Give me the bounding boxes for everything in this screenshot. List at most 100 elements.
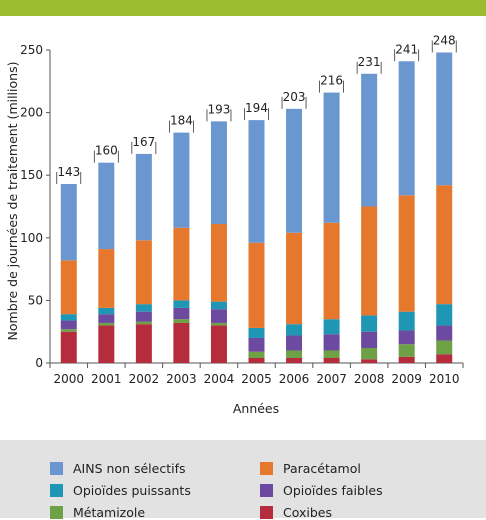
total-data-label: 248 [433,34,456,48]
legend: AINS non sélectifs Paracétamol Opioïdes … [0,440,486,520]
y-axis-title: Nombre de journées de traitement (millio… [5,62,20,341]
legend-label-metamizole: Métamizole [73,504,146,520]
bar-segment [398,330,415,345]
bar-segment [323,357,340,363]
y-tick-label: 50 [28,293,43,307]
total-data-label: 194 [245,101,268,115]
chart-axes: 0 50 100 150 200 250 [20,43,464,370]
legend-swatch-paracetamol [260,461,273,475]
bar-segment [286,350,303,358]
total-data-label: 143 [57,165,80,179]
bar-segment [286,335,303,351]
bar-segment [436,185,453,305]
legend-swatch-opioides-puissants [50,483,63,497]
legend-swatch-metamizole [50,505,63,519]
bar-segment [173,132,190,228]
chart-labels: 2000 143 2001 160 2002 167 2003 184 2004 193 2005 1… [53,34,459,386]
legend-swatch-ains [50,461,63,475]
bar-segment [135,304,152,312]
bar-segment [173,227,190,301]
x-tick-label: 2003 [166,372,197,386]
bar-segment [248,242,265,328]
x-tick-label: 2008 [354,372,385,386]
x-tick-label: 2010 [429,372,460,386]
x-tick-label: 2007 [316,372,347,386]
bar-segment [398,195,415,312]
legend-item-coxibes: Coxibes [260,504,332,520]
bar-segment [436,354,453,363]
legend-swatch-coxibes [260,505,273,519]
bar-segment [135,324,152,363]
legend-label-coxibes: Coxibes [283,504,332,520]
total-data-label: 216 [320,74,343,88]
bar-segment [98,322,115,326]
legend-item-metamizole: Métamizole [50,504,145,520]
legend-swatch-opioides-faibles [260,483,273,497]
x-tick-label: 2009 [391,372,422,386]
bar-segment [361,359,378,363]
bar-segment [361,73,378,207]
bar-segment [323,350,340,358]
legend-label-paracetamol: Paracétamol [283,460,361,476]
legend-label-opioides-puissants: Opioïdes puissants [73,482,191,498]
x-tick-label: 2002 [129,372,160,386]
bar-segment [210,121,227,225]
bar-segment [60,183,77,261]
y-tick-label: 0 [35,356,43,370]
total-data-label: 203 [283,90,306,104]
bar-segment [436,52,453,186]
bar-segment [210,301,227,310]
bar-segment [286,324,303,336]
bar-segment [210,322,227,326]
bar-segment [173,322,190,363]
bar-segment [436,304,453,326]
x-tick-label: 2000 [53,372,84,386]
total-data-label: 160 [95,144,118,158]
y-tick-label: 200 [20,106,43,120]
bar-segment [398,344,415,357]
y-tick-label: 150 [20,168,43,182]
bar-segment [135,311,152,322]
bar-segment [210,224,227,302]
x-tick-label: 2006 [279,372,310,386]
bar-segment [323,334,340,351]
bar-segment [398,61,415,196]
bar-segment [323,319,340,335]
bar-segment [60,329,77,332]
bar-segment [286,108,303,233]
bar-segment [210,325,227,363]
bar-segment [135,153,152,241]
legend-label-opioides-faibles: Opioïdes faibles [283,482,383,498]
bar-segment [210,309,227,323]
bar-segment [60,260,77,315]
bar-segment [98,325,115,363]
bar-segment [60,314,77,321]
legend-item-opioides-faibles: Opioïdes faibles [260,482,383,498]
x-tick-label: 2001 [91,372,122,386]
bar-segment [60,320,77,330]
bar-segment [286,357,303,363]
x-axis-title: Années [233,401,279,416]
y-tick-label: 250 [20,43,43,57]
legend-item-opioides-puissants: Opioïdes puissants [50,482,191,498]
bar-segment [361,347,378,360]
legend-label-ains: AINS non sélectifs [73,460,186,476]
bar-segment [248,120,265,243]
bar-segment [248,337,265,352]
bar-segment [173,300,190,308]
total-data-label: 241 [395,42,418,56]
bar-segment [248,357,265,363]
legend-item-ains: AINS non sélectifs [50,460,186,476]
total-data-label: 231 [358,55,381,69]
total-data-label: 193 [208,102,231,116]
bar-segment [60,331,77,363]
bar-segment [398,356,415,363]
header-accent-bar [0,0,486,16]
total-data-label: 184 [170,114,193,128]
bar-segment [98,307,115,315]
bar-segment [398,311,415,331]
total-data-label: 167 [132,135,155,149]
bar-segment [135,321,152,325]
legend-item-paracetamol: Paracétamol [260,460,361,476]
